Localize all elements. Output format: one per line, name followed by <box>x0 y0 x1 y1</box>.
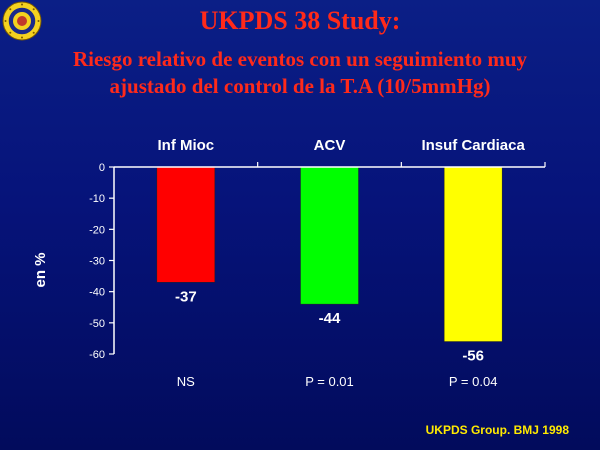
y-axis-label: en % <box>32 252 49 288</box>
data-label: -37 <box>175 288 197 305</box>
category-label: ACV <box>314 137 346 154</box>
y-tick-label: -20 <box>89 224 105 236</box>
data-label: -44 <box>319 310 341 327</box>
data-label: -56 <box>462 348 484 365</box>
category-label: Inf Mioc <box>157 137 214 154</box>
significance-annotation: P = 0.01 <box>305 374 354 389</box>
y-tick-label: -60 <box>89 349 105 361</box>
bar <box>300 166 359 305</box>
y-tick-label: -40 <box>89 287 105 299</box>
y-tick-label: 0 <box>99 162 105 174</box>
category-label: Insuf Cardiaca <box>421 137 525 154</box>
source-citation: UKPDS Group. BMJ 1998 <box>425 423 569 437</box>
subtitle-line-2: ajustado del control de la T.A (10/5mmHg… <box>109 74 491 98</box>
subtitle-line-1: Riesgo relativo de eventos con un seguim… <box>72 47 527 71</box>
y-tick-label: -10 <box>89 193 105 205</box>
significance-annotation: P = 0.04 <box>449 374 498 389</box>
bar <box>156 166 216 283</box>
significance-annotation: NS <box>177 374 195 389</box>
bar <box>443 166 503 342</box>
y-tick-label: -30 <box>89 256 105 268</box>
slide-title: UKPDS 38 Study: <box>199 6 401 35</box>
ukpds-logo-seal <box>2 1 42 41</box>
y-tick-label: -50 <box>89 318 105 330</box>
slide-subtitle: Riesgo relativo de eventos con un seguim… <box>0 46 600 100</box>
